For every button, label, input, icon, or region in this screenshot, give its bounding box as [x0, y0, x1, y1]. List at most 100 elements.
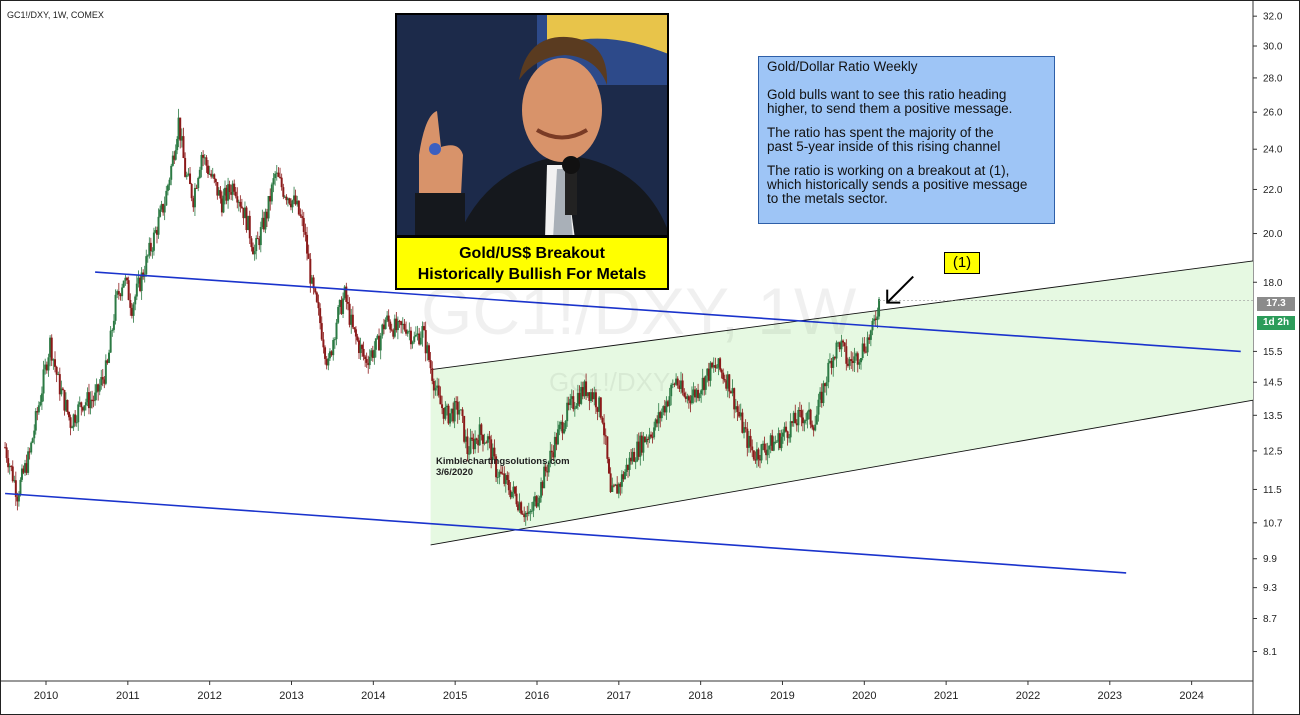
candle-body: [512, 486, 515, 492]
caption-line-1: Gold/US$ Breakout: [459, 245, 605, 262]
candle-body: [619, 483, 622, 487]
candle-body: [286, 198, 289, 201]
candle-body: [414, 334, 417, 337]
candle-body: [741, 412, 744, 433]
candle-body: [812, 427, 815, 431]
candle-body: [543, 466, 546, 489]
candle-body: [591, 392, 594, 400]
candle-body: [301, 216, 304, 218]
candle-body: [628, 457, 631, 470]
candle-body: [858, 362, 861, 365]
candle-body: [714, 365, 717, 369]
candle-body: [36, 411, 39, 413]
candle-body: [100, 377, 103, 386]
candle-body: [132, 304, 135, 316]
candle-body: [580, 387, 583, 404]
credit-text: Kimblechartingsolutions.com 3/6/2020: [436, 456, 570, 478]
candle-body: [179, 117, 182, 141]
candle-body: [24, 463, 27, 473]
candle-body: [824, 383, 827, 387]
candle-body: [413, 336, 416, 342]
candle-body: [200, 154, 203, 170]
candle-body: [219, 190, 222, 199]
candle-body: [44, 364, 47, 370]
y-tick-label: 24.0: [1263, 145, 1283, 156]
candle-body: [248, 215, 251, 239]
candle-body: [544, 466, 547, 472]
candle-body: [861, 343, 864, 359]
candle-body: [75, 422, 78, 424]
candle-body: [434, 387, 437, 391]
candle-body: [515, 493, 518, 505]
candle-body: [437, 385, 440, 396]
candle-body: [25, 463, 28, 473]
candle-body: [250, 238, 253, 248]
candle-body: [466, 436, 469, 455]
candle-body: [752, 450, 755, 460]
candle-body: [245, 207, 248, 230]
rising-channel: [430, 260, 1254, 546]
candle-body: [8, 465, 11, 468]
candle-body: [104, 360, 107, 384]
candle-body: [757, 449, 760, 460]
candle-body: [789, 421, 792, 438]
candle-body: [98, 385, 101, 392]
candle-body: [668, 396, 671, 407]
candle-body: [573, 408, 576, 410]
candle-body: [259, 227, 262, 246]
candle-body: [296, 200, 299, 205]
candle-body: [309, 258, 312, 284]
candle-body: [712, 365, 715, 368]
candle-body: [314, 288, 317, 293]
candles: [4, 108, 881, 526]
y-tick-label: 11.5: [1263, 485, 1282, 496]
candle-body: [572, 396, 575, 410]
candle-body: [358, 340, 361, 354]
candle-body: [343, 286, 346, 299]
candle-body: [27, 451, 30, 473]
candle-body: [496, 477, 499, 479]
candle-body: [777, 433, 780, 442]
candle-body: [7, 458, 10, 468]
candle-body: [374, 338, 377, 350]
candle-body: [552, 452, 555, 458]
candle-body: [109, 330, 112, 353]
candle-body: [177, 117, 180, 139]
candle-body: [607, 458, 610, 474]
candle-body: [154, 230, 157, 233]
candle-body: [126, 277, 129, 281]
candle-body: [277, 172, 280, 177]
candle-body: [279, 176, 282, 178]
candle-body: [575, 405, 578, 409]
candle-body: [707, 368, 710, 381]
candle-body: [242, 207, 245, 219]
candle-body: [108, 352, 111, 363]
candle-body: [370, 350, 373, 357]
x-tick-label: 2015: [443, 690, 467, 702]
candle-body: [642, 436, 645, 453]
candle-body: [760, 444, 763, 461]
candle-body: [297, 200, 300, 215]
photo-thumbs-up: [395, 13, 669, 237]
candle-body: [851, 361, 854, 364]
candle-body: [681, 380, 684, 393]
candle-body: [604, 435, 607, 437]
candle-body: [868, 337, 871, 340]
candle-body: [659, 412, 662, 419]
candle-body: [92, 400, 95, 402]
candle-body: [747, 435, 750, 448]
candle-body: [160, 204, 163, 210]
candle-body: [210, 173, 213, 177]
candle-body: [319, 308, 322, 324]
caption-line-2: Historically Bullish For Metals: [417, 266, 647, 283]
candle-body: [765, 450, 768, 456]
candle-body: [203, 157, 206, 159]
candle-body: [622, 474, 625, 480]
y-tick-label: 9.9: [1263, 554, 1277, 565]
candle-body: [845, 346, 848, 364]
candle-body: [538, 497, 541, 503]
candle-body: [809, 409, 812, 425]
candle-body: [532, 501, 535, 511]
